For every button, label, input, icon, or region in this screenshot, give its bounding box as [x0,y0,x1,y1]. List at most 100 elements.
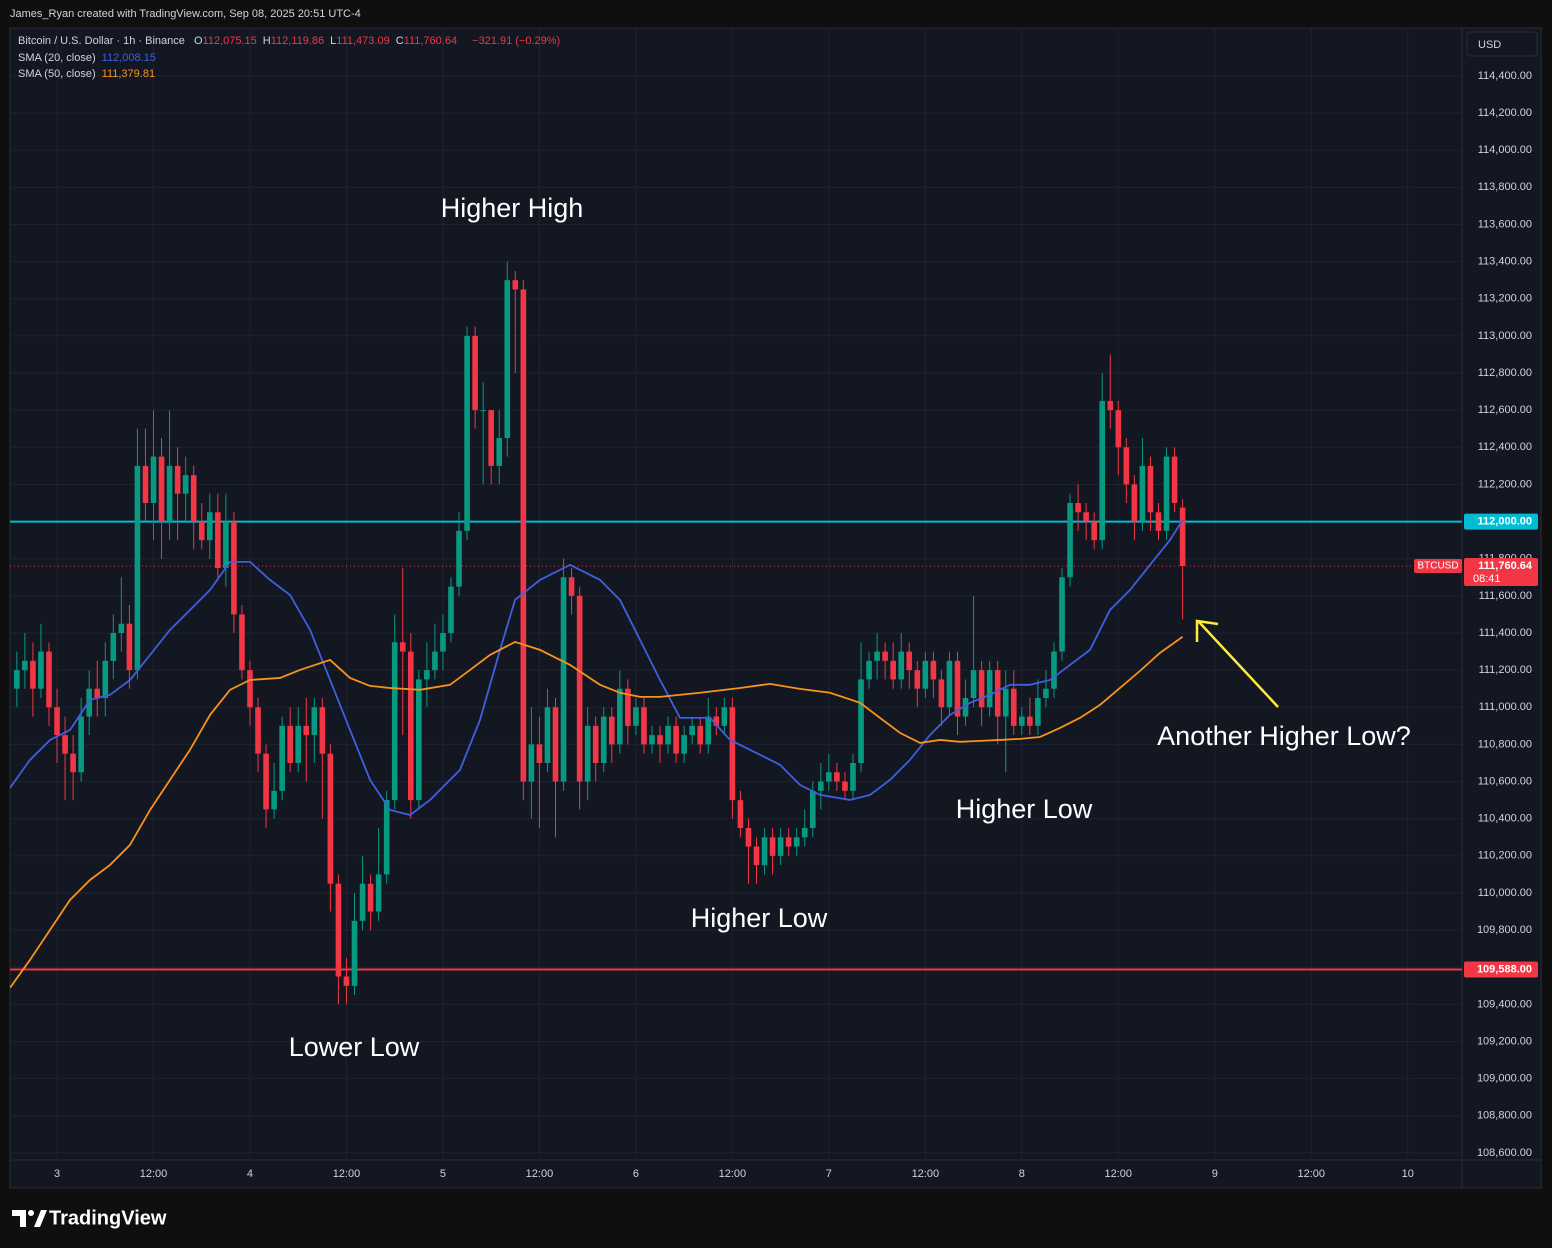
candle-body [472,335,478,411]
candle-body [946,660,953,708]
x-tick-label: 12:00 [526,1168,554,1180]
candle-body [536,744,543,763]
candle-body [777,837,784,856]
sma-line [10,636,1184,989]
candle-body [649,735,655,745]
legend-row: Bitcoin / U.S. Dollar · 1h · Binance O11… [18,35,566,47]
candle-body [785,837,792,847]
candle-body [150,456,157,504]
candle-body [1010,688,1017,726]
x-tick-label: 3 [54,1168,60,1180]
symbol-label: BTCUSD [1417,561,1458,572]
candle-body [512,280,519,290]
candle-body [391,642,398,801]
candle-body [456,530,462,587]
y-tick-label: 113,000.00 [1478,330,1532,342]
y-tick-label: 112,200.00 [1478,478,1532,490]
candle-body [793,837,800,847]
candle-body [1002,688,1009,717]
candle-body [1075,503,1081,513]
candle-body [94,688,101,698]
legend-value: 112,008.15 [101,52,156,64]
candle-body [263,753,269,810]
candle-body [223,521,229,569]
candle-body [174,465,181,494]
candle-body [190,475,197,522]
candle-body [826,772,832,782]
candle-body [1115,410,1122,448]
candle-body [287,725,293,763]
axes: 108,600.00 108,800.00 109,000.00 109,200.00… [54,70,1538,1180]
candle-body [464,335,470,531]
candle-body [994,670,1001,717]
candle-body [215,512,221,569]
candle-body [850,762,856,791]
countdown: 08:41 [1473,573,1501,585]
candle-body [818,781,824,791]
ohlc-key: L [330,35,337,47]
x-tick-label: 6 [633,1168,639,1180]
candle-body [1083,512,1089,522]
candle-body [303,725,310,736]
candle-body [1131,484,1138,522]
y-tick-label: 114,400.00 [1478,70,1532,82]
y-tick-label: 111,200.00 [1479,664,1532,676]
y-tick-label: 109,000.00 [1477,1073,1532,1085]
legend-entry: SMA (20, close) 112,008.15 [18,52,162,64]
level-label: 109,588.00 [1477,963,1532,975]
level-label: 112,000.00 [1478,515,1532,527]
footer-logo [12,1210,47,1227]
candle-body [938,679,945,708]
currency[interactable]: USD [1478,39,1501,51]
candle-body [930,660,937,680]
y-tick-label: 113,800.00 [1478,181,1532,193]
x-tick-label: 10 [1402,1168,1414,1180]
footer: TradingView [49,1207,167,1229]
y-tick-label: 108,600.00 [1477,1147,1532,1159]
y-tick-label: 112,800.00 [1478,367,1532,379]
ohlc-key: O [193,35,203,47]
annotation: Higher High [441,193,584,223]
ohlc-value: 112,119.86 [270,35,325,47]
x-tick-label: 5 [440,1168,446,1180]
candle-body [633,707,639,726]
candle-body [54,707,60,736]
sma-legend: SMA (20, close) 112,008.15 SMA (50, close)… [18,52,162,84]
candle-body [600,716,607,763]
candle-body [102,660,109,698]
candle-body [375,874,382,912]
sma-line [10,519,1184,816]
candle-body [70,753,76,773]
currency-button[interactable] [1466,31,1538,57]
candle-body [38,651,44,689]
candle-body [970,670,977,698]
candle-body [1147,465,1154,513]
candle-body [126,623,133,671]
candle-body [898,651,905,680]
candle-body [689,725,695,736]
candle-body [737,800,744,828]
candle-body [705,716,712,745]
candle-body [440,632,446,652]
candle-body [697,725,704,745]
candle-body [1043,688,1049,698]
candle-body [62,735,68,754]
annotation: Higher Low [956,794,1093,824]
candle-body [432,651,438,671]
ohlc: O112,075.15 H112,119.86 L111,473.09 C111,76… [194,35,463,47]
candle-body [367,883,374,912]
y-tick-label: 111,400.00 [1479,627,1532,639]
candle-body [319,707,326,754]
candle-body [231,521,237,615]
candle-body [866,660,872,680]
x-tick-label: 12:00 [912,1168,940,1180]
candle-body [986,670,993,708]
annotation: Higher Low [691,903,828,933]
candle-body [1139,465,1146,522]
y-tick-label: 110,000.00 [1478,887,1532,899]
ohlc-value: 112,075.15 [202,35,257,47]
candle-body [673,725,679,754]
grid [10,28,1462,1160]
x-tick-label: 12:00 [719,1168,747,1180]
